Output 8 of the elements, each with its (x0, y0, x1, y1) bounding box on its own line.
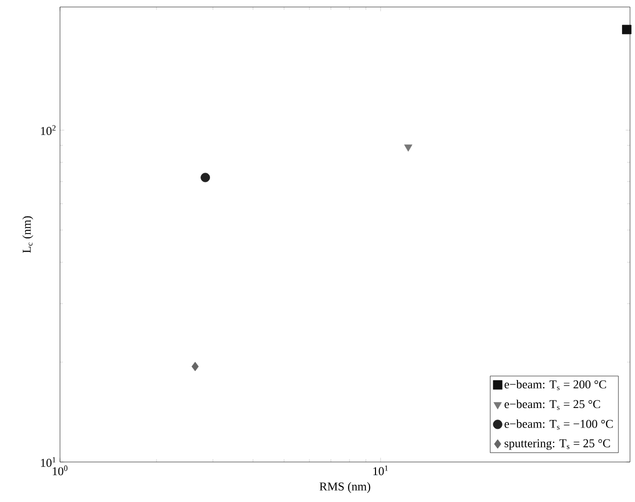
legend-label: sputtering: T$_{s}$ = 25 °C (504, 439, 610, 450)
y-axis-title: L$_{c}$ (nm) (22, 216, 34, 253)
legend-label: e−beam: T$_{s}$ = 200 °C (504, 380, 606, 390)
legend-label: e−beam: T$_{s}$ = 25 °C (504, 400, 600, 410)
y-tick-label: 10$^{2}$ (41, 125, 56, 135)
x-tick-label: 10$^{0}$ (52, 466, 68, 476)
x-axis-title: RMS (nm) (320, 482, 370, 493)
legend-label: e−beam: T$_{s}$ = −100 °C (504, 420, 613, 430)
